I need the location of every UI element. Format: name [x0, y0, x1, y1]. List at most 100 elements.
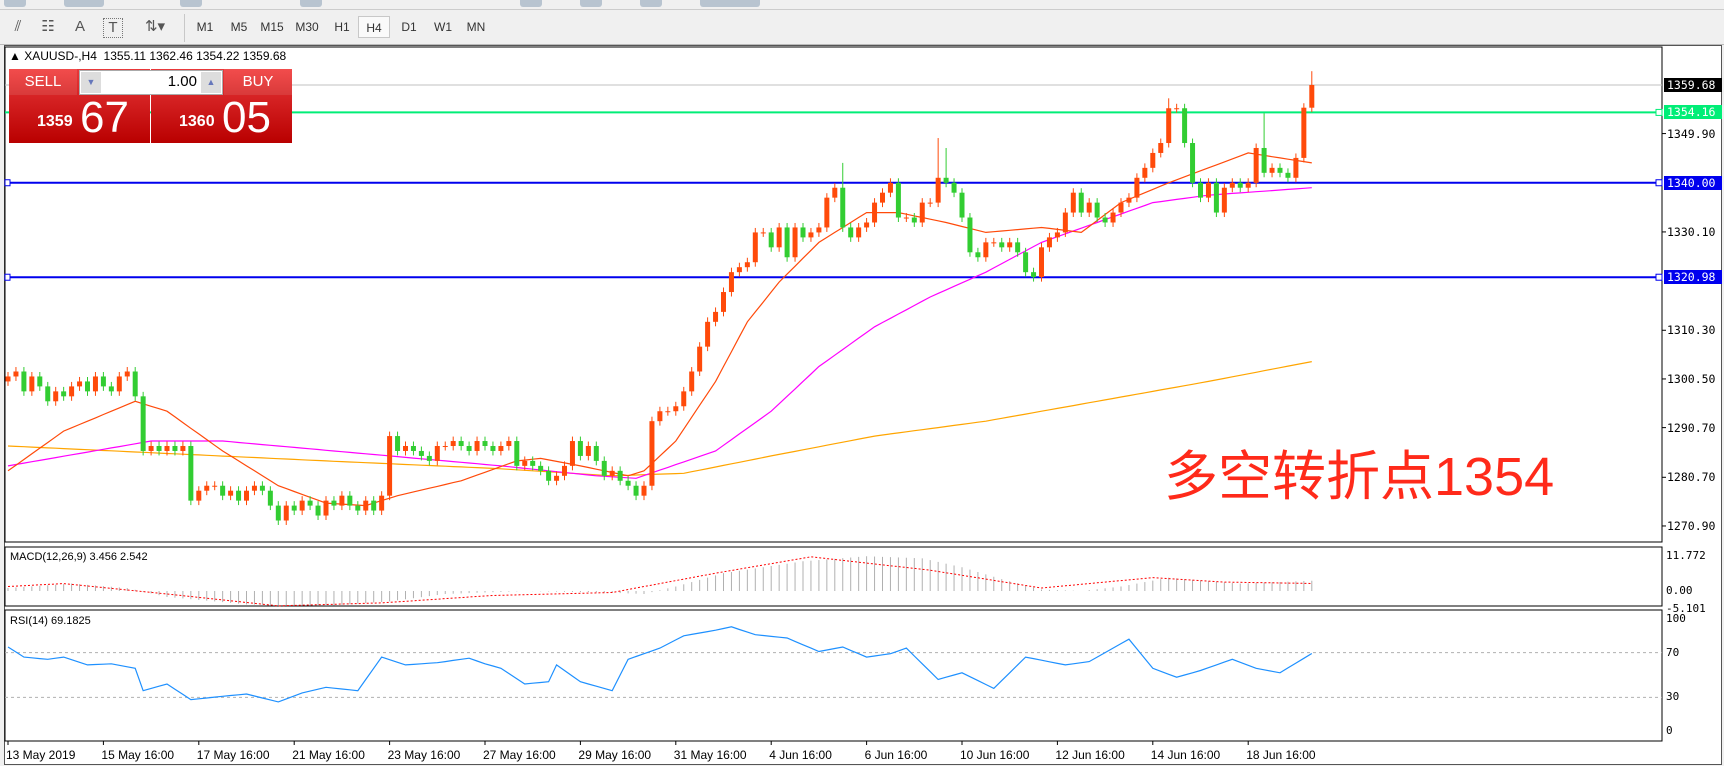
- candle-body: [299, 500, 305, 511]
- candle-body: [1031, 272, 1037, 278]
- timeframe-h4[interactable]: H4: [358, 16, 390, 38]
- candle-body: [331, 500, 337, 506]
- candle-body: [458, 441, 464, 447]
- lot-size-input[interactable]: 1.00: [167, 73, 197, 90]
- candle-body: [967, 217, 973, 253]
- toolbar-icon[interactable]: [180, 0, 202, 7]
- fibonacci-expansion-icon[interactable]: ⫽: [14, 18, 22, 35]
- candle-body: [1015, 242, 1021, 253]
- candle-body: [951, 182, 957, 193]
- candle-body: [116, 376, 122, 392]
- candle-body: [188, 446, 194, 501]
- ma-mid-line: [7, 187, 1312, 479]
- level-price-label: 1340.00: [1664, 175, 1722, 190]
- candle-body: [911, 217, 917, 223]
- candle-body: [85, 381, 90, 392]
- ma-fast-line: [7, 152, 1312, 507]
- timeframe-m15[interactable]: M15: [260, 20, 284, 34]
- price-axis-label: 1310.30: [1667, 323, 1716, 338]
- candle-body: [903, 217, 909, 219]
- candle-body: [1205, 182, 1211, 198]
- candle-body: [228, 490, 234, 496]
- candle-body: [77, 381, 83, 387]
- candle-body: [609, 470, 615, 476]
- level-price-label: 1320.98: [1664, 270, 1722, 285]
- candle-body: [673, 406, 679, 412]
- candle-body: [848, 227, 854, 238]
- candle-body: [832, 187, 838, 198]
- candle-body: [204, 485, 210, 491]
- timeframe-m1[interactable]: M1: [196, 20, 214, 34]
- toolbar-icon[interactable]: [520, 0, 542, 7]
- sell-price-small: 1359: [37, 113, 73, 130]
- candle-body: [148, 446, 154, 451]
- timeframe-m30[interactable]: M30: [295, 20, 319, 34]
- date-axis-label: 23 May 16:00: [387, 748, 461, 762]
- candle-body: [784, 227, 790, 258]
- rsi-axis-label: 70: [1666, 645, 1680, 659]
- level-handle: [4, 179, 11, 187]
- date-axis-label: 15 May 16:00: [101, 748, 175, 762]
- toolbar-icon[interactable]: [4, 0, 26, 7]
- candle-body: [490, 446, 496, 451]
- candle-body: [450, 441, 456, 447]
- candle-body: [1126, 197, 1132, 203]
- candle-body: [824, 197, 830, 228]
- candle-body: [880, 192, 885, 203]
- timeframe-h1[interactable]: H1: [334, 20, 350, 34]
- candle-body: [13, 371, 19, 377]
- buy-label: BUY: [224, 69, 292, 95]
- text-label-icon[interactable]: T: [103, 18, 123, 38]
- candle-body: [196, 490, 202, 501]
- candle-body: [69, 386, 75, 397]
- buy-price-small: 1360: [179, 113, 215, 130]
- candle-body: [585, 446, 591, 456]
- increase-lot-button[interactable]: ▲: [201, 72, 221, 93]
- rsi-pane: [4, 609, 1663, 742]
- candle-body: [426, 455, 432, 461]
- timeframe-mn[interactable]: MN: [466, 20, 486, 34]
- candle-body: [1039, 247, 1044, 278]
- candle-body: [808, 232, 814, 238]
- timeframe-d1[interactable]: D1: [401, 20, 417, 34]
- toolbar-icon[interactable]: [580, 0, 602, 7]
- candle-body: [267, 490, 273, 506]
- candle-body: [434, 446, 440, 461]
- candle-body: [935, 177, 941, 203]
- chart-window[interactable]: [4, 45, 1722, 765]
- rsi-line: [7, 626, 1313, 703]
- date-axis-label: 10 Jun 16:00: [960, 748, 1030, 762]
- arrows-icon[interactable]: ⇅▾: [144, 18, 166, 35]
- date-axis-label: 31 May 16:00: [673, 748, 747, 762]
- candle-body: [760, 232, 766, 234]
- date-axis-label: 27 May 16:00: [483, 748, 556, 762]
- candle-body: [1070, 192, 1076, 213]
- timeframe-m5[interactable]: M5: [230, 20, 248, 34]
- candle-body: [132, 371, 138, 397]
- rsi-axis-label: 100: [1666, 612, 1686, 625]
- candle-body: [442, 446, 448, 448]
- candle-body: [164, 446, 170, 451]
- lot-size-stepper[interactable]: ▼ 1.00 ▲: [79, 70, 223, 95]
- candle-body: [601, 460, 607, 476]
- rsi-axis-label: 0: [1666, 724, 1673, 737]
- candle-body: [1221, 187, 1227, 213]
- text-icon[interactable]: A: [74, 18, 85, 35]
- candle-body: [1118, 202, 1124, 213]
- candle-body: [856, 227, 862, 238]
- fibonacci-fan-icon[interactable]: ☷: [41, 18, 55, 35]
- ma-slow-line: [7, 361, 1312, 477]
- macd-axis-label: 0.00: [1666, 584, 1693, 597]
- timeframe-w1[interactable]: W1: [434, 20, 452, 34]
- candle-body: [736, 267, 742, 273]
- decrease-lot-button[interactable]: ▼: [81, 72, 101, 93]
- toolbar-icon[interactable]: [640, 0, 662, 7]
- toolbar-icon[interactable]: [700, 0, 760, 7]
- candle-body: [108, 386, 114, 392]
- toolbar-icon[interactable]: [300, 0, 322, 7]
- toolbar-icon[interactable]: [64, 0, 104, 7]
- candle-body: [776, 227, 782, 248]
- candle-body: [728, 272, 734, 293]
- candle-body: [21, 371, 27, 392]
